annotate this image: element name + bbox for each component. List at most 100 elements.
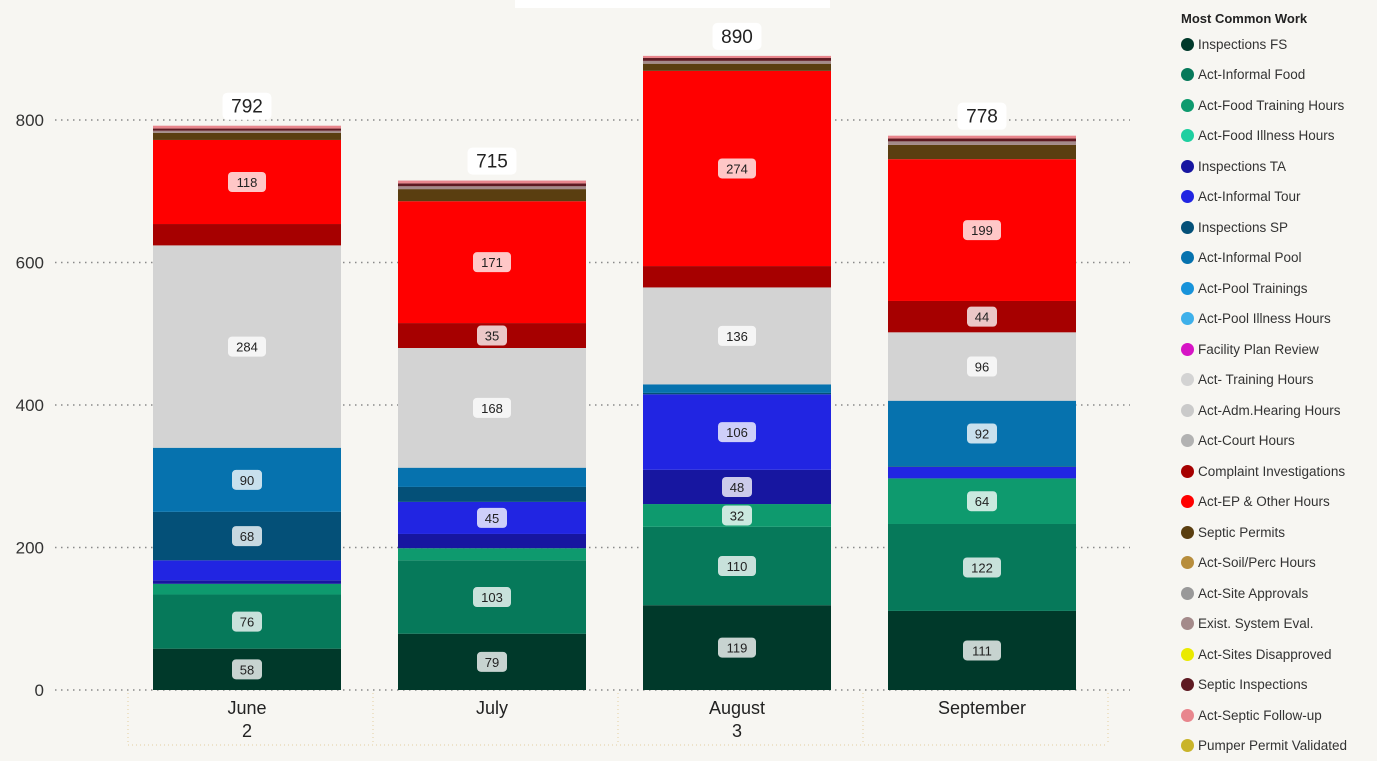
bar-segment[interactable] (643, 384, 831, 393)
bar-segment[interactable] (643, 64, 831, 71)
data-label: 110 (727, 559, 748, 574)
legend-item[interactable]: Pumper Permit Validated (1181, 731, 1371, 761)
legend-item[interactable]: Act-Site Approvals (1181, 578, 1371, 609)
data-label: 119 (727, 641, 748, 656)
legend-item[interactable]: Act-Food Illness Hours (1181, 121, 1371, 152)
bar-segment[interactable] (888, 145, 1076, 159)
data-label: 44 (975, 310, 989, 325)
bar-segment[interactable] (153, 131, 341, 133)
legend-swatch-icon (1181, 587, 1194, 600)
legend-item[interactable]: Act-Pool Illness Hours (1181, 304, 1371, 335)
bar-segment[interactable] (888, 467, 1076, 478)
bar-segment[interactable] (153, 224, 341, 245)
data-label: 106 (726, 425, 748, 440)
bar-segment[interactable] (153, 560, 341, 580)
legend-item[interactable]: Act-Food Training Hours (1181, 90, 1371, 121)
y-tick-label: 400 (16, 396, 44, 415)
bar-segment[interactable] (398, 548, 586, 560)
legend-label: Inspections SP (1198, 220, 1288, 235)
bar-segment[interactable] (888, 139, 1076, 142)
data-label: 90 (240, 473, 254, 488)
legend-label: Septic Inspections (1198, 677, 1308, 692)
x-category-label: June (227, 698, 266, 718)
bar-segment[interactable] (153, 126, 341, 129)
legend-label: Act-Pool Trainings (1198, 281, 1308, 296)
bar-segment[interactable] (398, 189, 586, 201)
legend-label: Act-Court Hours (1198, 433, 1295, 448)
bar-segment[interactable] (643, 393, 831, 394)
legend-label: Pumper Permit Validated (1198, 738, 1347, 753)
bar-segment[interactable] (643, 61, 831, 64)
legend-swatch-icon (1181, 282, 1194, 295)
legend-swatch-icon (1181, 434, 1194, 447)
legend-item[interactable]: Act-Septic Follow-up (1181, 700, 1371, 731)
bar-segment[interactable] (888, 466, 1076, 467)
x-category-label: August (709, 698, 765, 718)
data-label: 45 (485, 511, 499, 526)
legend-item[interactable]: Act-EP & Other Hours (1181, 487, 1371, 518)
bar-segment[interactable] (643, 266, 831, 287)
legend-item[interactable]: Act-Adm.Hearing Hours (1181, 395, 1371, 426)
y-tick-label: 800 (16, 111, 44, 130)
data-label: 79 (485, 655, 499, 670)
bar-segment[interactable] (153, 584, 341, 595)
x-category-sublabel: 3 (732, 721, 742, 741)
legend-swatch-icon (1181, 526, 1194, 539)
legend-label: Septic Permits (1198, 525, 1285, 540)
legend-item[interactable]: Septic Inspections (1181, 670, 1371, 701)
x-category-label: September (938, 698, 1026, 718)
data-label: 76 (240, 615, 254, 630)
bar-segment[interactable] (398, 181, 586, 184)
bar-segment[interactable] (153, 133, 341, 140)
bar-segment[interactable] (398, 186, 586, 189)
bar-segment[interactable] (398, 487, 586, 502)
legend-swatch-icon (1181, 221, 1194, 234)
data-label: 32 (730, 508, 744, 523)
legend-item[interactable]: Act-Informal Tour (1181, 182, 1371, 213)
bar-segment[interactable] (888, 141, 1076, 145)
legend-item[interactable]: Act-Sites Disapproved (1181, 639, 1371, 670)
legend-item[interactable]: Act- Training Hours (1181, 365, 1371, 396)
bar-segment[interactable] (398, 534, 586, 548)
legend-item[interactable]: Exist. System Eval. (1181, 609, 1371, 640)
legend-item[interactable]: Septic Permits (1181, 517, 1371, 548)
bar-segment[interactable] (398, 183, 586, 186)
legend-item[interactable]: Act-Soil/Perc Hours (1181, 548, 1371, 579)
legend-label: Act-Food Training Hours (1198, 98, 1344, 113)
legend-item[interactable]: Inspections FS (1181, 29, 1371, 60)
total-label: 890 (721, 27, 753, 48)
legend-item[interactable]: Act-Court Hours (1181, 426, 1371, 457)
bar-segment[interactable] (153, 129, 341, 131)
bar-segment[interactable] (398, 468, 586, 487)
legend-item[interactable]: Facility Plan Review (1181, 334, 1371, 365)
bar-segment[interactable] (643, 58, 831, 61)
legend-label: Act-EP & Other Hours (1198, 494, 1330, 509)
legend-item[interactable]: Act-Pool Trainings (1181, 273, 1371, 304)
legend-item[interactable]: Inspections TA (1181, 151, 1371, 182)
legend-swatch-icon (1181, 190, 1194, 203)
data-label: 92 (975, 427, 989, 442)
bar-segment[interactable] (888, 136, 1076, 139)
data-label: 48 (730, 480, 744, 495)
legend-label: Inspections FS (1198, 37, 1287, 52)
stacked-bar-chart: 5876689028411879279103451683517171511911… (0, 0, 1170, 749)
bars[interactable] (153, 56, 1076, 690)
legend-label: Act-Soil/Perc Hours (1198, 555, 1316, 570)
legend-swatch-icon (1181, 160, 1194, 173)
legend-item[interactable]: Complaint Investigations (1181, 456, 1371, 487)
legend-label: Act-Informal Tour (1198, 189, 1301, 204)
legend-item[interactable]: Act-Informal Food (1181, 60, 1371, 91)
bar-segment[interactable] (153, 580, 341, 584)
legend-item[interactable]: Act-Informal Pool (1181, 243, 1371, 274)
legend-label: Act-Septic Follow-up (1198, 708, 1322, 723)
legend-label: Act- Training Hours (1198, 372, 1314, 387)
legend-swatch-icon (1181, 617, 1194, 630)
legend-swatch-icon (1181, 404, 1194, 417)
legend-swatch-icon (1181, 129, 1194, 142)
legend-items[interactable]: Inspections FS Act-Informal Food Act-Food … (1181, 29, 1371, 761)
legend-item[interactable]: Inspections SP (1181, 212, 1371, 243)
data-label: 122 (971, 560, 993, 575)
data-label: 168 (481, 401, 503, 416)
bar-segment[interactable] (643, 56, 831, 58)
